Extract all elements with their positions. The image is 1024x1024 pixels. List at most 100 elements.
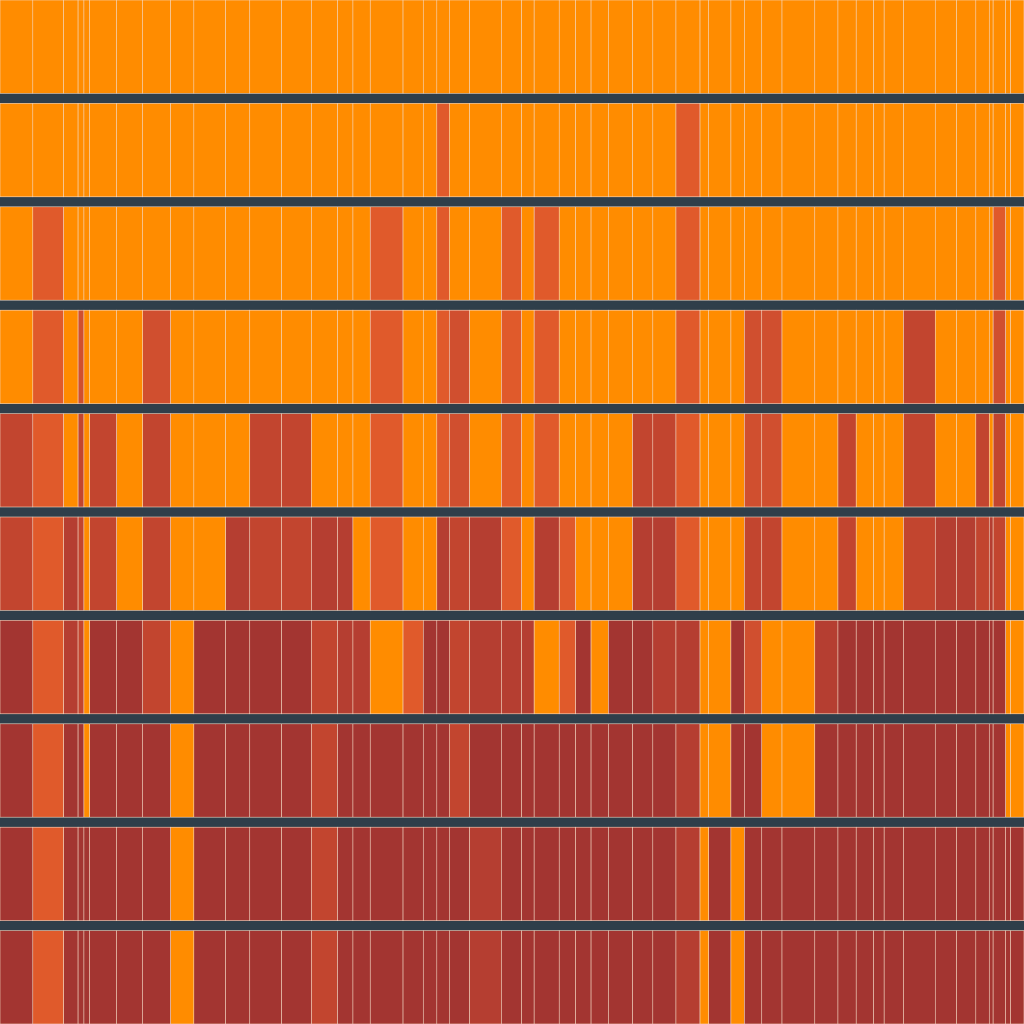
- heatmap-cell: [337, 103, 354, 198]
- heatmap-cell: [992, 206, 1006, 301]
- heatmap-cell: [422, 620, 438, 715]
- heatmap-cell: [402, 309, 424, 404]
- heatmap-cell: [988, 620, 994, 715]
- heatmap-cell: [608, 620, 633, 715]
- heatmap-cell: [699, 620, 710, 715]
- heatmap-cell: [352, 0, 371, 94]
- heatmap-cell: [988, 309, 994, 404]
- heatmap-cell: [352, 413, 371, 508]
- heatmap-cell: [988, 930, 994, 1024]
- heatmap-cell: [744, 309, 763, 404]
- heatmap-cell: [63, 620, 79, 715]
- heatmap-cell: [575, 206, 592, 301]
- heatmap-cell: [193, 0, 226, 94]
- heatmap-cell: [730, 930, 745, 1024]
- heatmap-cell: [501, 0, 522, 94]
- heatmap-cell: [436, 930, 450, 1024]
- heatmap-cell: [352, 723, 371, 818]
- heatmap-cell: [632, 0, 654, 94]
- heatmap-cell: [422, 723, 438, 818]
- heatmap-cell: [575, 723, 592, 818]
- heatmap-cell: [63, 826, 79, 921]
- heatmap-cell: [533, 620, 560, 715]
- heatmap-cell: [449, 620, 470, 715]
- heatmap-cell: [63, 309, 79, 404]
- heatmap-cell: [422, 930, 438, 1024]
- heatmap-cell: [781, 0, 816, 94]
- heatmap-cell: [632, 723, 654, 818]
- heatmap-cell: [89, 206, 117, 301]
- heatmap-cell: [558, 930, 576, 1024]
- heatmap-cell: [436, 0, 450, 94]
- heatmap-cell: [225, 103, 251, 198]
- heatmap-cell: [675, 413, 701, 508]
- heatmap-cell: [449, 309, 470, 404]
- heatmap-cell: [352, 206, 371, 301]
- heatmap-cell: [708, 516, 732, 611]
- heatmap-cell: [873, 206, 885, 301]
- heatmap-cell: [988, 0, 994, 94]
- heatmap-cell: [781, 930, 816, 1024]
- heatmap-cell: [32, 413, 64, 508]
- heatmap-cell: [501, 723, 522, 818]
- heatmap-cell: [170, 826, 195, 921]
- heatmap-cell: [449, 930, 470, 1024]
- heatmap-cell: [436, 723, 450, 818]
- heatmap-cell: [142, 206, 171, 301]
- heatmap-cell: [0, 103, 34, 198]
- heatmap-cell: [1010, 0, 1024, 94]
- heatmap-cell: [814, 309, 839, 404]
- heatmap-cell: [883, 309, 904, 404]
- heatmap-cell: [1005, 516, 1011, 611]
- heatmap-cell: [469, 826, 502, 921]
- heatmap-cell: [170, 309, 195, 404]
- heatmap-cell: [903, 723, 936, 818]
- heatmap-cell: [744, 103, 763, 198]
- heatmap-cell: [89, 826, 117, 921]
- heatmap-cell: [934, 309, 957, 404]
- heatmap-cell: [225, 516, 251, 611]
- heatmap-cell: [225, 0, 251, 94]
- heatmap-cell: [89, 413, 117, 508]
- heatmap-cell: [883, 413, 904, 508]
- heatmap-cell: [0, 0, 34, 94]
- heatmap-cell: [652, 826, 677, 921]
- heatmap-cell: [652, 103, 677, 198]
- heatmap-cell: [89, 723, 117, 818]
- heatmap-cell: [652, 309, 677, 404]
- heatmap-cell: [63, 206, 79, 301]
- heatmap-cell: [83, 206, 90, 301]
- heatmap-cell: [311, 0, 338, 94]
- heatmap-cell: [1010, 206, 1024, 301]
- heatmap-cell: [32, 0, 64, 94]
- heatmap-cell: [855, 826, 874, 921]
- heatmap-cell: [903, 620, 936, 715]
- heatmap-cell: [533, 206, 560, 301]
- heatmap-cell: [170, 103, 195, 198]
- heatmap-cell: [708, 309, 732, 404]
- heatmap-cell: [89, 309, 117, 404]
- heatmap-cell: [249, 930, 282, 1024]
- heatmap-cell: [873, 620, 885, 715]
- heatmap-cell: [83, 723, 90, 818]
- heatmap-cell: [89, 930, 117, 1024]
- heatmap-cell: [249, 620, 282, 715]
- heatmap-cell: [934, 413, 957, 508]
- heatmap-cell: [873, 103, 885, 198]
- heatmap-cell: [369, 103, 404, 198]
- heatmap-cell: [533, 930, 560, 1024]
- heatmap-cell: [469, 930, 502, 1024]
- heatmap-cell: [352, 516, 371, 611]
- heatmap-cell: [699, 413, 710, 508]
- heatmap-cell: [1010, 413, 1024, 508]
- heatmap-cell: [89, 620, 117, 715]
- heatmap-cell: [837, 0, 857, 94]
- heatmap-cell: [369, 0, 404, 94]
- heatmap-cell: [0, 309, 34, 404]
- heatmap-cell: [761, 516, 783, 611]
- heatmap-cell: [32, 930, 64, 1024]
- heatmap-cell: [708, 620, 732, 715]
- heatmap-cell: [814, 516, 839, 611]
- heatmap-cell: [249, 206, 282, 301]
- heatmap-cell: [521, 516, 535, 611]
